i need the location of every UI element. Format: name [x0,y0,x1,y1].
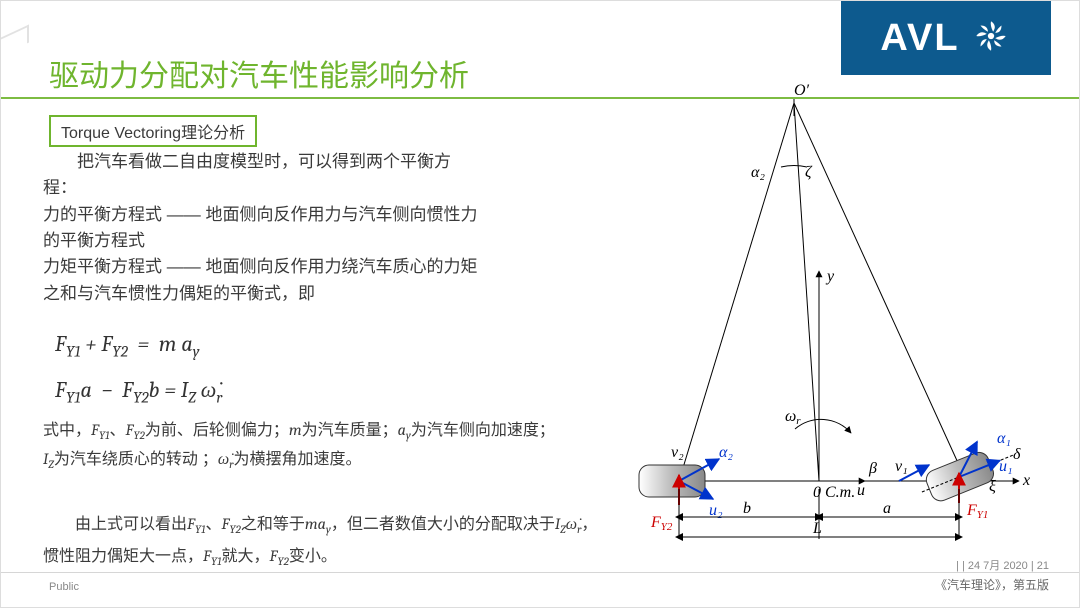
explain-1: 式中，FY1、FY2为前、后轮侧偏力；m为汽车质量；ay为汽车侧向加速度；IZ为… [43,417,563,475]
svg-text:FY1: FY1 [966,502,988,521]
svg-text:C.m.: C.m. [825,484,855,501]
svg-text:FY2: FY2 [650,514,673,533]
logo-text: AVL [880,17,959,60]
equation-1: FY1 + FY2 = m ay [55,331,199,360]
bicycle-model-diagram: O′ α₂ ζ y ωr x 0 C.m. u β [599,81,1039,561]
citation: 《汽车理论》，第五版 [935,576,1049,593]
svg-text:x: x [1022,472,1030,489]
footer-left: Public [49,581,79,593]
svg-text:δ: δ [1013,446,1021,463]
logo-icon [970,15,1012,62]
explain-2: 由上式可以看出FY1、FY2之和等于may，但二者数值大小的分配取决于IZω̇r… [43,509,613,573]
svg-text:α₁: α₁ [997,430,1011,447]
subtitle-box: Torque Vectoring理论分析 [49,115,257,147]
svg-text:b: b [743,500,751,517]
svg-text:y: y [825,268,835,285]
body-p2: 力的平衡方程式 —— 地面侧向反作用力与汽车侧向惯性力的平衡方程式 [43,202,483,255]
svg-text:O′: O′ [794,82,810,99]
svg-text:a: a [883,500,891,517]
svg-text:v₁: v₁ [895,458,908,475]
corner-ornament [1,24,29,55]
equation-2: FY1a − FY2b = IZ ω̇r [55,377,222,406]
slide-root: AVL 驱动力分配对汽车性能影响分析 Torque Vectoring理论分析 … [0,0,1080,608]
svg-text:L: L [812,520,822,537]
svg-text:0: 0 [813,484,821,501]
svg-text:ξ: ξ [989,478,996,495]
body-text: 把汽车看做二自由度模型时，可以得到两个平衡方程： 力的平衡方程式 —— 地面侧向… [43,149,483,307]
svg-text:β: β [868,460,877,477]
svg-text:u₂: u₂ [709,502,723,519]
body-p3: 力矩平衡方程式 —— 地面侧向反作用力绕汽车质心的力矩之和与汽车惯性力偶矩的平衡… [43,254,483,307]
svg-text:α₂: α₂ [719,444,733,461]
body-p1: 把汽车看做二自由度模型时，可以得到两个平衡方程： [43,149,483,202]
svg-text:ωr: ωr [785,408,801,427]
footer-divider [1,572,1079,573]
svg-text:u₁: u₁ [999,458,1013,475]
slide-title: 驱动力分配对汽车性能影响分析 [49,51,469,95]
svg-text:v₂: v₂ [671,444,684,461]
svg-text:α₂: α₂ [751,164,765,181]
footer-right: | | 24 7月 2020 | 21 [956,557,1049,573]
svg-text:ζ: ζ [805,164,813,181]
brand-logo: AVL [841,1,1051,75]
svg-text:u: u [857,482,865,499]
